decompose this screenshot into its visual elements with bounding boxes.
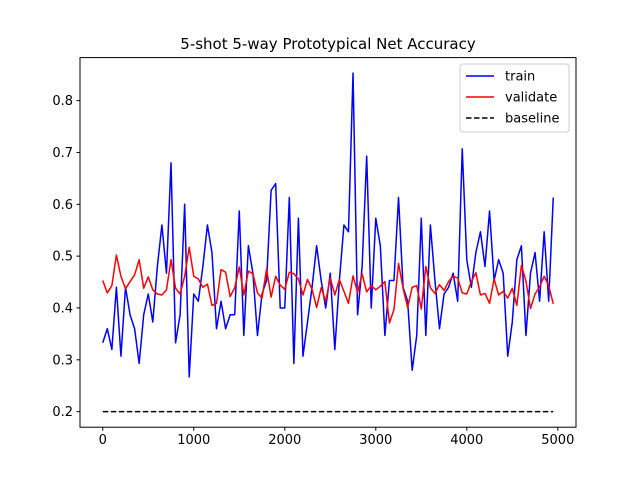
legend-label-baseline: baseline <box>505 112 559 127</box>
x-tick-label: 3000 <box>359 433 392 448</box>
x-axis: 0 1000 2000 3000 4000 5000 <box>99 427 574 448</box>
chart-title: 5-shot 5-way Prototypical Net Accuracy <box>180 35 476 53</box>
y-axis: 0.2 0.3 0.4 0.5 0.6 0.7 0.8 <box>52 94 80 420</box>
y-tick-label: 0.8 <box>52 94 73 109</box>
x-tick-label: 2000 <box>268 433 301 448</box>
plot-frame <box>79 57 577 428</box>
y-tick-label: 0.2 <box>52 405 73 420</box>
y-tick-label: 0.7 <box>52 146 73 161</box>
y-tick-label: 0.3 <box>52 353 73 368</box>
legend-box <box>459 63 570 133</box>
y-tick-label: 0.5 <box>52 250 73 265</box>
series-layer <box>102 72 554 413</box>
legend-label-validate: validate <box>505 91 557 106</box>
x-tick-label: 5000 <box>541 433 574 448</box>
x-tick-label: 0 <box>99 433 107 448</box>
x-tick-label: 4000 <box>450 433 483 448</box>
legend-label-train: train <box>505 70 535 85</box>
legend: train validate baseline <box>459 63 570 133</box>
y-tick-label: 0.6 <box>52 198 73 213</box>
x-tick-label: 1000 <box>177 433 210 448</box>
series-line-validate <box>102 246 554 324</box>
y-tick-label: 0.4 <box>52 301 73 316</box>
